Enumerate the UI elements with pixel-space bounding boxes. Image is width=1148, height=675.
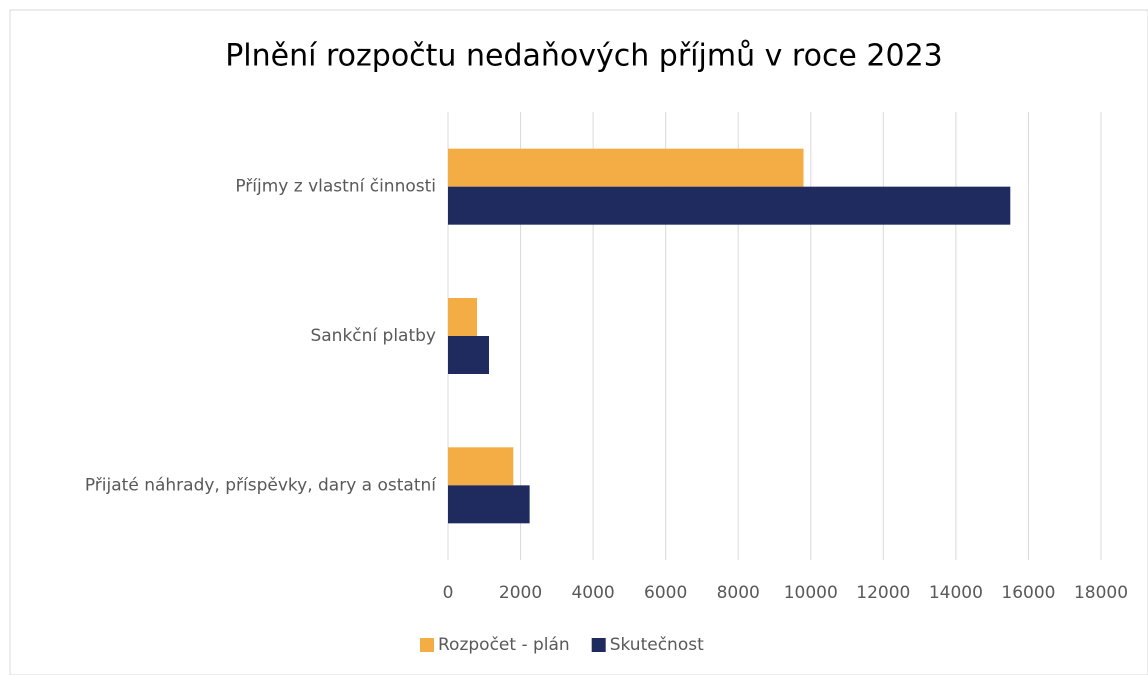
chart-frame [9, 9, 1148, 675]
chart-title: Plnění rozpočtu nedaňových příjmů v roce… [225, 39, 943, 74]
x-tick-label: 12000 [856, 583, 910, 603]
bar [448, 485, 530, 524]
y-tick-label: Přijaté náhrady, příspěvky, dary a ostat… [85, 475, 437, 495]
bar [448, 298, 478, 336]
x-tick-label: 8000 [717, 583, 760, 603]
x-tick-label: 16000 [1001, 583, 1055, 603]
x-tick-label: 18000 [1074, 583, 1128, 603]
x-tick-label: 6000 [644, 583, 687, 603]
bar [448, 148, 804, 187]
x-tick-label: 2000 [499, 583, 542, 603]
y-tick-label: Sankční platby [310, 326, 436, 346]
bar [448, 447, 514, 486]
legend-label: Skutečnost [610, 635, 704, 655]
x-tick-label: 14000 [929, 583, 983, 603]
x-tick-label: 0 [443, 583, 454, 603]
bar [448, 186, 1011, 225]
x-tick-label: 4000 [571, 583, 614, 603]
legend-label: Rozpočet - plán [438, 635, 570, 655]
bar [448, 336, 489, 374]
x-tick-label: 10000 [784, 583, 838, 603]
y-tick-label: Příjmy z vlastní činnosti [235, 177, 436, 197]
legend-swatch [420, 638, 434, 652]
legend-swatch [591, 638, 606, 652]
